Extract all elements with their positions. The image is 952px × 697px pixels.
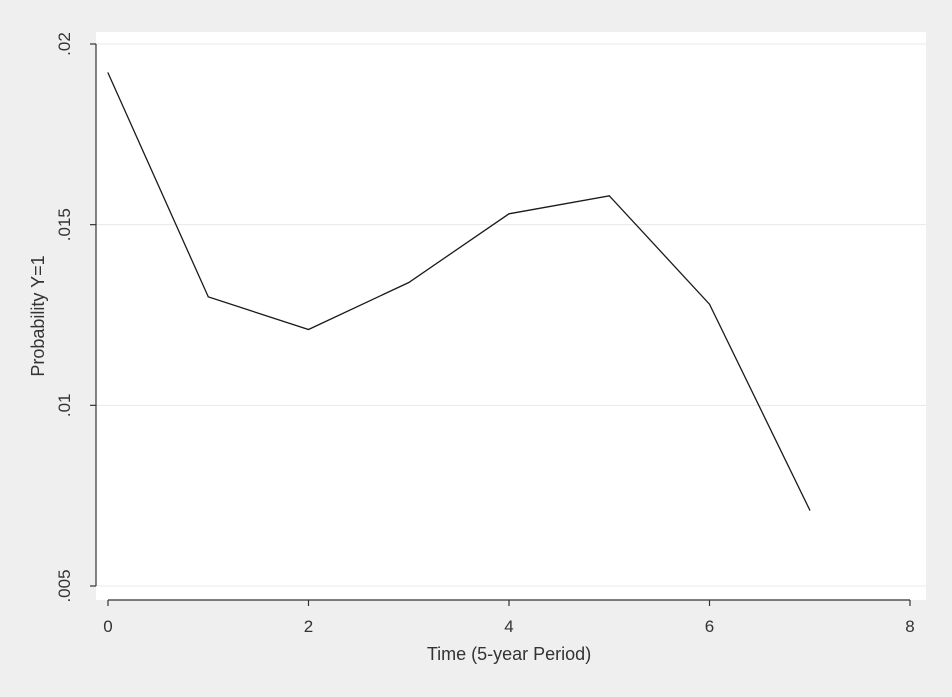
gridlines [96,43,926,587]
x-tick-label: 8 [905,617,914,636]
y-ticks: .005 .01 .015 .02 [55,32,96,603]
x-tick-label: 0 [103,617,112,636]
y-tick-label: .02 [55,32,74,56]
y-tick-label: .01 [55,394,74,418]
axes: .005 .01 .015 .02 0 2 4 6 8 [55,32,915,636]
data-point [508,213,510,215]
y-tick-label: .005 [55,569,74,602]
data-point [107,72,109,74]
y-tick-label: .015 [55,208,74,241]
x-axis-title: Time (5-year Period) [427,644,591,664]
data-point [608,195,610,197]
x-tick-label: 2 [304,617,313,636]
data-point [408,281,410,284]
series-line [107,72,811,511]
data-point [307,328,310,331]
data-point [708,303,711,305]
y-axis-title: Probability Y=1 [28,255,48,376]
series-layer [107,72,811,511]
data-point [207,296,209,298]
plot-area [96,32,926,600]
data-point [809,509,811,511]
x-tick-label: 6 [705,617,714,636]
x-tick-label: 4 [504,617,513,636]
x-ticks: 0 2 4 6 8 [103,600,915,636]
